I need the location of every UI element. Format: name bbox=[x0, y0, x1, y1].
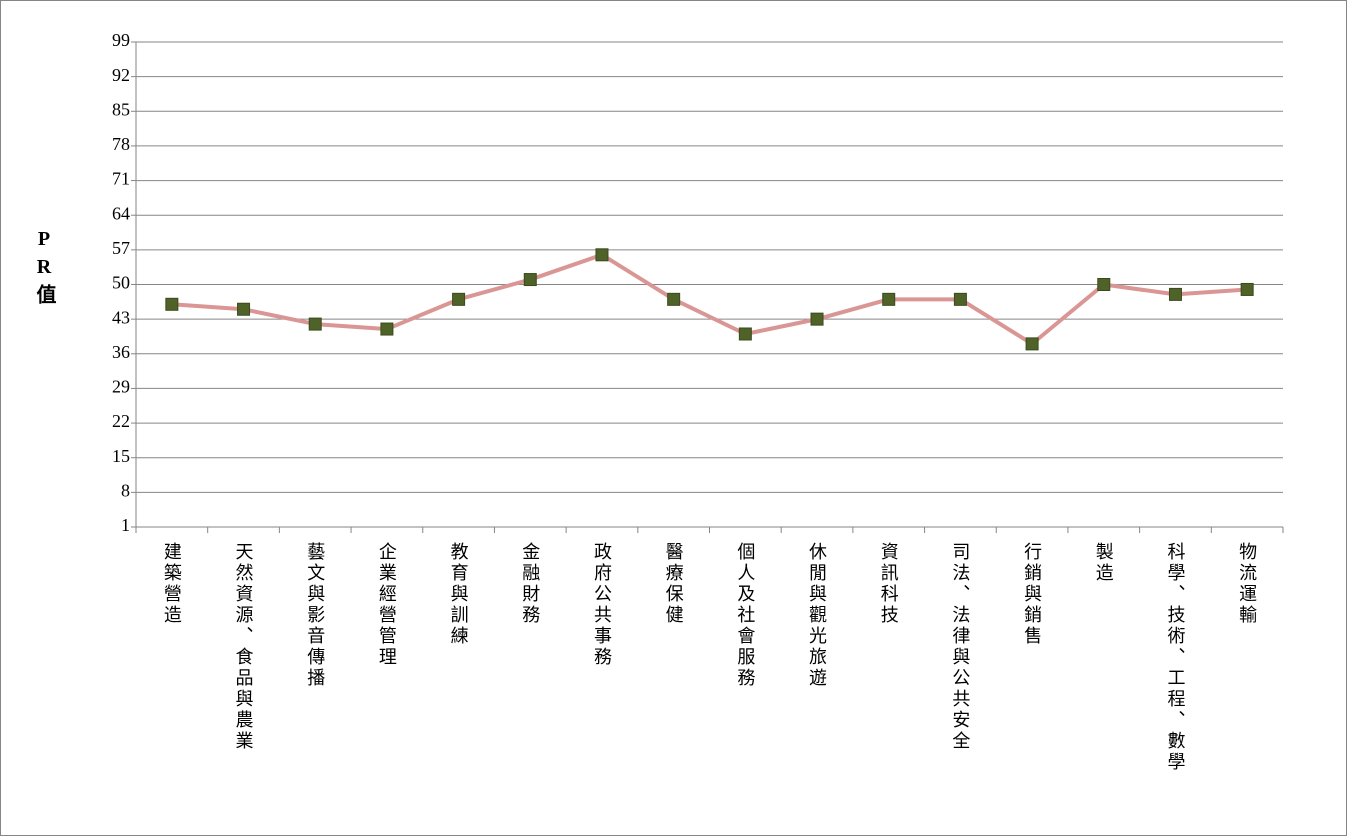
data-line bbox=[171, 252, 1248, 346]
x-tick-label: 政府公共事務 bbox=[592, 542, 612, 668]
y-axis-title: PR值 bbox=[33, 228, 56, 310]
data-marker bbox=[308, 317, 322, 331]
y-tick-label: 99 bbox=[112, 30, 130, 50]
y-tick-label: 50 bbox=[112, 273, 130, 293]
data-marker bbox=[165, 297, 179, 311]
y-tick-label: 15 bbox=[112, 446, 130, 466]
data-marker bbox=[523, 273, 537, 287]
x-tick-label: 教育與訓練 bbox=[449, 542, 469, 647]
y-tick-label: 85 bbox=[112, 99, 130, 119]
data-marker bbox=[1097, 278, 1111, 291]
y-tick-label: 64 bbox=[112, 203, 130, 223]
y-tick-label: 92 bbox=[112, 65, 130, 85]
x-tick-label: 醫療保健 bbox=[664, 542, 684, 626]
y-tick-label: 1 bbox=[121, 515, 130, 535]
x-tick-label: 資訊科技 bbox=[879, 542, 899, 626]
data-marker bbox=[237, 302, 251, 316]
x-tick-label: 司法、法律與公共安全 bbox=[950, 542, 970, 752]
y-tick-label: 29 bbox=[112, 377, 130, 397]
x-tick-label: 金融財務 bbox=[520, 542, 540, 626]
x-tick-label: 行銷與銷售 bbox=[1022, 542, 1042, 647]
y-tick-label: 57 bbox=[112, 238, 130, 258]
x-tick-label: 科學、技術、工程、數學 bbox=[1165, 542, 1185, 773]
x-tick-label: 個人及社會服務 bbox=[735, 542, 755, 689]
data-marker bbox=[667, 292, 681, 306]
data-marker bbox=[738, 327, 752, 341]
data-marker bbox=[452, 292, 466, 306]
x-tick-label: 企業經營管理 bbox=[377, 542, 397, 668]
data-marker bbox=[1168, 287, 1182, 301]
y-tick-label: 36 bbox=[112, 342, 130, 362]
data-marker bbox=[1025, 337, 1039, 351]
x-tick-label: 物流運輸 bbox=[1237, 542, 1257, 626]
data-marker bbox=[595, 248, 609, 262]
data-marker bbox=[953, 292, 967, 306]
x-tick-label: 建築營造 bbox=[162, 542, 182, 626]
data-marker bbox=[810, 312, 824, 326]
data-marker bbox=[380, 322, 394, 336]
x-tick-label: 天然資源、食品與農業 bbox=[234, 542, 254, 752]
y-tick-label: 22 bbox=[112, 411, 130, 431]
y-tick-label: 71 bbox=[112, 169, 130, 189]
x-tick-label: 藝文與影音傳播 bbox=[305, 542, 325, 689]
y-tick-label: 8 bbox=[121, 480, 130, 500]
y-tick-label: 78 bbox=[112, 134, 130, 154]
data-marker bbox=[1240, 282, 1254, 296]
data-marker bbox=[882, 292, 896, 306]
x-tick-label: 製造 bbox=[1094, 542, 1114, 584]
x-tick-label: 休閒與觀光旅遊 bbox=[807, 542, 827, 689]
y-tick-label: 43 bbox=[112, 307, 130, 327]
